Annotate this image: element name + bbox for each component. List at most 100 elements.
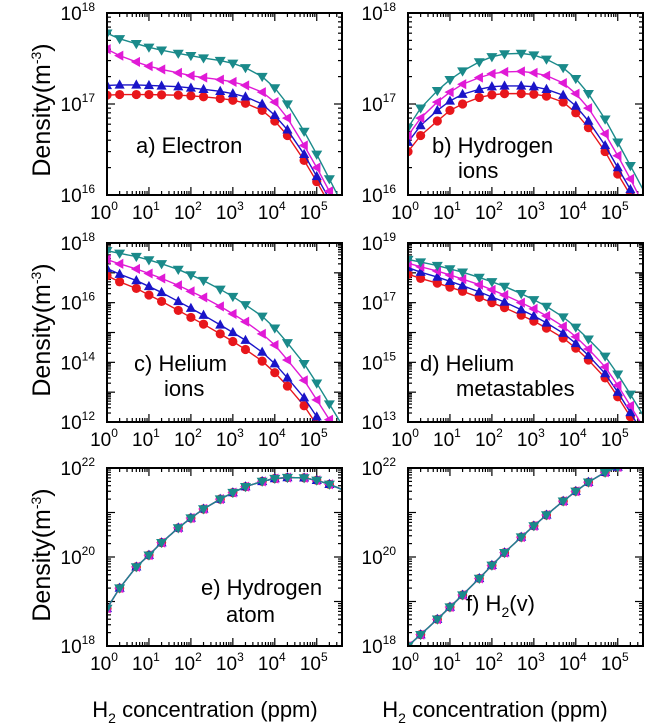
data-point bbox=[240, 344, 251, 355]
data-point bbox=[143, 43, 155, 53]
x-tick-label: 105 bbox=[601, 199, 629, 224]
data-point bbox=[144, 290, 154, 300]
data-point bbox=[114, 50, 124, 61]
data-point bbox=[130, 252, 142, 263]
y-tick-label: 1020 bbox=[362, 544, 397, 569]
data-point bbox=[172, 524, 184, 534]
x-tick-label: 105 bbox=[300, 199, 328, 224]
plot-area bbox=[408, 49, 643, 195]
y-axis-label-top: Density(m-3) bbox=[28, 43, 56, 176]
data-point bbox=[570, 74, 582, 85]
data-point bbox=[600, 139, 611, 150]
x-tick-label: 104 bbox=[559, 426, 587, 451]
data-point bbox=[612, 386, 623, 396]
data-point bbox=[515, 533, 527, 543]
data-point bbox=[281, 339, 293, 349]
data-point bbox=[281, 473, 293, 484]
data-point bbox=[239, 80, 250, 91]
data-point bbox=[323, 175, 335, 185]
data-point bbox=[499, 80, 510, 90]
data-point bbox=[487, 90, 497, 100]
data-point bbox=[198, 319, 209, 329]
data-point bbox=[540, 310, 551, 321]
ticks bbox=[407, 467, 644, 647]
series-4 bbox=[408, 468, 631, 646]
data-point bbox=[612, 370, 624, 380]
y-tick-label: 1015 bbox=[362, 349, 397, 374]
data-point bbox=[457, 591, 469, 601]
data-point bbox=[256, 477, 268, 487]
data-point bbox=[570, 88, 580, 99]
data-point bbox=[612, 138, 624, 148]
x-tick-label: 102 bbox=[475, 426, 503, 451]
y-tick-label: 1018 bbox=[61, 633, 96, 658]
panel-e: 100 101 102 103 104 105 1018 1020 1022 e) Hydroge… bbox=[61, 455, 343, 675]
data-point bbox=[115, 277, 125, 287]
x-tick-label: 104 bbox=[559, 199, 587, 224]
svg-text:Density(m-3): Density(m-3) bbox=[28, 488, 56, 621]
data-point bbox=[215, 85, 226, 95]
data-point bbox=[143, 280, 155, 291]
y-tick-label: 1018 bbox=[61, 0, 96, 25]
y-tick-label: 1013 bbox=[362, 409, 397, 434]
data-point bbox=[444, 269, 454, 280]
data-point bbox=[528, 303, 538, 314]
x-tick-label: 100 bbox=[391, 650, 419, 675]
data-point bbox=[540, 511, 552, 521]
y-tick-label: 1018 bbox=[362, 0, 397, 25]
data-point bbox=[540, 70, 551, 81]
data-point bbox=[107, 247, 113, 257]
data-point bbox=[156, 538, 168, 549]
data-point bbox=[599, 115, 611, 125]
data-point bbox=[528, 296, 540, 306]
data-point bbox=[269, 324, 281, 334]
data-point bbox=[570, 487, 582, 497]
panel-label: ions bbox=[164, 376, 204, 401]
ticks bbox=[106, 12, 343, 196]
data-point bbox=[624, 390, 636, 400]
data-point bbox=[227, 308, 237, 319]
x-tick-label: 101 bbox=[433, 199, 461, 224]
data-point bbox=[614, 468, 621, 473]
data-point bbox=[625, 406, 636, 417]
y-tick-label: 1022 bbox=[362, 455, 397, 480]
data-point bbox=[156, 296, 167, 307]
data-point bbox=[415, 104, 427, 114]
data-point bbox=[173, 295, 184, 306]
data-point bbox=[114, 258, 124, 269]
data-point bbox=[198, 276, 210, 287]
data-point bbox=[156, 64, 166, 75]
series-4 bbox=[107, 247, 342, 422]
series-4 bbox=[107, 473, 342, 614]
data-point bbox=[198, 54, 210, 64]
data-point bbox=[444, 265, 456, 275]
data-point bbox=[486, 561, 498, 571]
x-tick-label: 102 bbox=[174, 199, 202, 224]
data-point bbox=[540, 55, 552, 65]
ticks bbox=[106, 467, 343, 647]
data-point bbox=[282, 124, 293, 134]
data-point bbox=[445, 105, 455, 116]
data-point bbox=[499, 282, 511, 292]
data-point bbox=[131, 283, 141, 294]
data-point bbox=[257, 346, 268, 356]
panel-label: a) Electron bbox=[136, 133, 242, 158]
data-point bbox=[239, 301, 251, 311]
y-tick-label: 1016 bbox=[61, 290, 96, 315]
plot-frame bbox=[407, 12, 644, 196]
series-1 bbox=[107, 89, 326, 195]
data-point bbox=[299, 401, 309, 411]
series-line bbox=[408, 262, 642, 422]
data-point bbox=[143, 256, 155, 266]
data-point bbox=[599, 468, 611, 478]
data-point bbox=[269, 97, 279, 108]
data-point bbox=[299, 148, 310, 158]
data-point bbox=[130, 40, 142, 50]
series-2 bbox=[408, 80, 636, 195]
data-point bbox=[541, 91, 552, 101]
data-point bbox=[227, 488, 239, 499]
y-tick-label: 1020 bbox=[61, 544, 96, 569]
plot-area bbox=[408, 255, 643, 422]
data-point bbox=[457, 67, 469, 77]
series-line bbox=[408, 468, 618, 646]
